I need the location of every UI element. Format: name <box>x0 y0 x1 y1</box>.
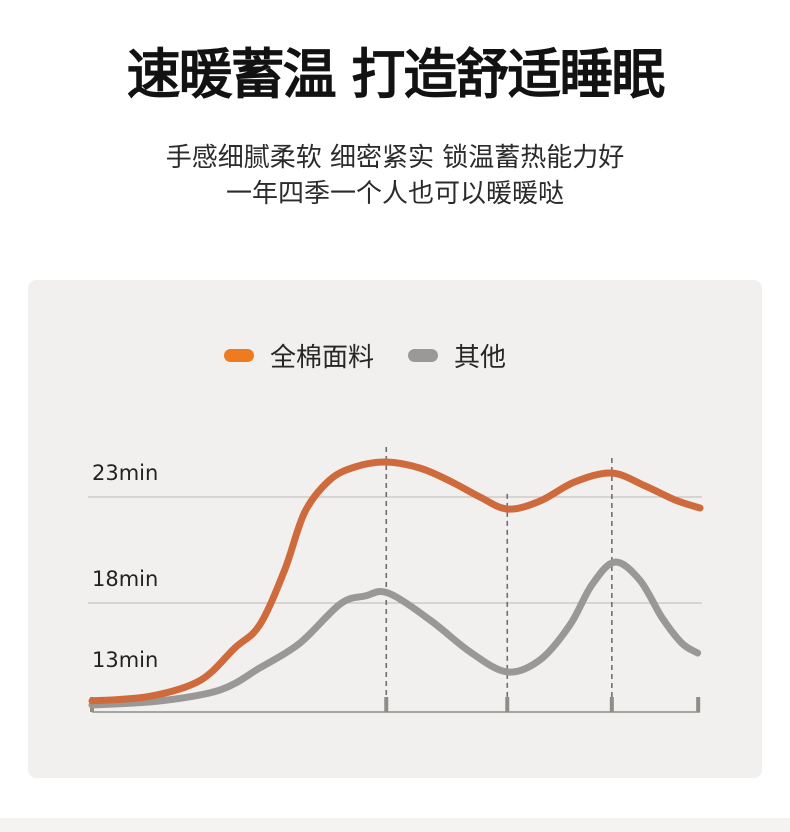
bottom-strip <box>0 818 790 832</box>
legend-dash-other-icon <box>408 348 439 362</box>
page-title: 速暖蓄温 打造舒适睡眠 <box>126 43 666 106</box>
y-axis-label-18min: 18min <box>92 567 159 591</box>
legend-dash-cotton-icon <box>224 348 254 362</box>
legend-item-other: 其他 <box>408 337 506 374</box>
y-axis-label-23min: 23min <box>92 461 159 485</box>
subtitle-line-2: 一年四季一个人也可以暖暖哒 <box>225 179 564 209</box>
legend-item-cotton: 全棉面料 <box>224 337 374 374</box>
y-axis-label-13min: 13min <box>92 648 159 672</box>
subtitle-line-1: 手感细腻柔软 细密紧实 锁温蓄热能力好 <box>165 143 625 173</box>
chart-legend: 全棉面料 其他 <box>224 340 506 373</box>
legend-label-other: 其他 <box>454 342 507 373</box>
legend-label-cotton: 全棉面料 <box>270 342 375 373</box>
